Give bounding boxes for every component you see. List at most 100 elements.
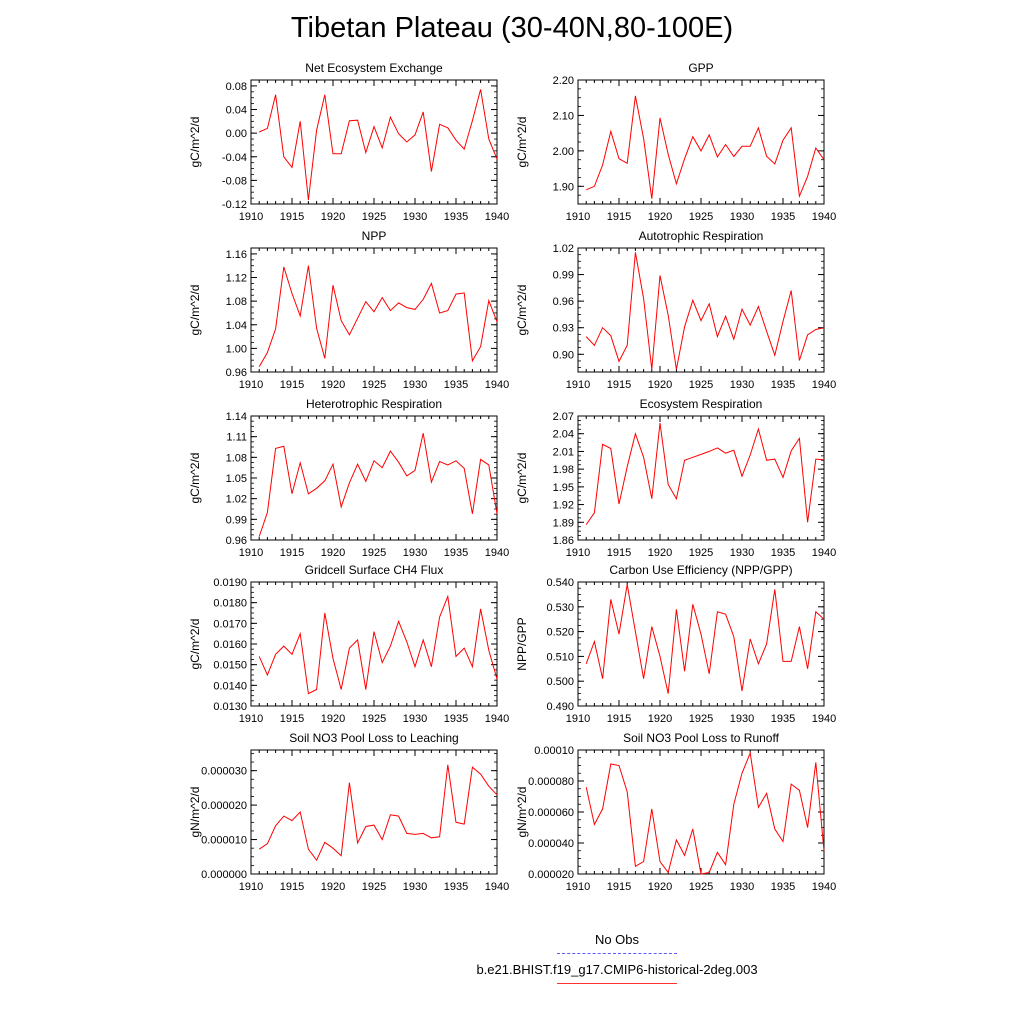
y-tick-label: 2.10 [553, 110, 574, 122]
y-tick-label: 1.14 [226, 411, 247, 423]
x-tick-label: 1930 [730, 379, 754, 391]
y-tick-label: 1.08 [226, 452, 247, 464]
x-tick-label: 1920 [648, 881, 672, 893]
x-tick-label: 1925 [689, 379, 713, 391]
y-tick-label: 0.99 [226, 514, 247, 526]
panel-title: Carbon Use Efficiency (NPP/GPP) [609, 563, 792, 577]
plot-frame [250, 79, 498, 205]
y-axis-label: gN/m^2/d [188, 787, 202, 838]
x-tick-label: 1925 [689, 713, 713, 725]
y-tick-label: 0.500 [546, 676, 574, 688]
y-axis-label: gC/m^2/d [188, 117, 202, 168]
x-tick-label: 1930 [730, 881, 754, 893]
y-tick-label: 0.0150 [213, 660, 247, 672]
y-tick-label: 0.0180 [213, 598, 247, 610]
panel-title: Soil NO3 Pool Loss to Leaching [289, 731, 458, 745]
x-tick-label: 1935 [771, 211, 795, 223]
x-tick-label: 1930 [730, 547, 754, 559]
x-tick-label: 1940 [812, 547, 836, 559]
x-tick-label: 1930 [403, 713, 427, 725]
chart-panel-7: Gridcell Surface CH4 Flux gC/m^2/d 1910 191… [188, 563, 509, 725]
x-tick-label: 1925 [689, 881, 713, 893]
y-tick-label: 0.08 [226, 81, 247, 93]
x-tick-label: 1935 [444, 211, 468, 223]
x-tick-label: 1920 [321, 881, 345, 893]
chart-panel-6: Ecosystem Respiration gC/m^2/d 1910 1915 192… [515, 397, 836, 559]
x-tick-label: 1915 [280, 379, 304, 391]
x-tick-label: 1915 [607, 713, 631, 725]
y-tick-label: 1.02 [226, 494, 247, 506]
y-tick-label: 1.16 [226, 249, 247, 261]
x-tick-label: 1910 [566, 379, 590, 391]
x-tick-label: 1935 [771, 713, 795, 725]
series-line [586, 95, 825, 199]
x-tick-label: 1940 [812, 713, 836, 725]
y-tick-label: 1.11 [226, 432, 247, 444]
x-tick-label: 1910 [239, 713, 263, 725]
x-tick-label: 1910 [566, 713, 590, 725]
x-tick-label: 1910 [239, 881, 263, 893]
legend-obs-line [557, 953, 677, 954]
x-tick-label: 1910 [566, 547, 590, 559]
x-tick-label: 1940 [485, 881, 509, 893]
chart-panel-3: NPP gC/m^2/d 1910 1915 1920 1925 1930 1935 1940 0… [188, 229, 509, 391]
x-tick-label: 1925 [689, 547, 713, 559]
y-axis-label: gC/m^2/d [515, 117, 529, 168]
panel-title: Ecosystem Respiration [640, 397, 763, 411]
x-tick-label: 1920 [321, 379, 345, 391]
x-tick-label: 1930 [403, 211, 427, 223]
plot-frame [250, 247, 498, 373]
series-line [258, 265, 498, 367]
y-tick-label: 0.000020 [201, 800, 247, 812]
x-tick-label: 1915 [280, 211, 304, 223]
x-tick-label: 1915 [607, 211, 631, 223]
y-tick-label: 1.90 [553, 181, 574, 193]
x-tick-label: 1920 [321, 211, 345, 223]
x-tick-label: 1915 [607, 881, 631, 893]
y-tick-label: 0.000060 [528, 807, 574, 819]
plot-frame [577, 247, 825, 373]
plot-frame [250, 749, 498, 875]
x-tick-label: 1925 [362, 547, 386, 559]
y-tick-label: 0.540 [546, 577, 574, 589]
x-tick-label: 1940 [485, 379, 509, 391]
x-tick-label: 1930 [403, 547, 427, 559]
x-tick-label: 1915 [280, 881, 304, 893]
y-tick-label: 0.00 [226, 128, 247, 140]
y-tick-label: -0.04 [222, 152, 247, 164]
y-tick-label: 1.92 [553, 500, 574, 512]
chart-panel-9: Soil NO3 Pool Loss to Leaching gN/m^2/d 19… [188, 731, 509, 893]
y-tick-label: 0.000040 [528, 838, 574, 850]
legend-model-line [557, 983, 677, 984]
y-tick-label: 1.00 [226, 343, 247, 355]
y-axis-label: gC/m^2/d [188, 285, 202, 336]
chart-panel-8: Carbon Use Efficiency (NPP/GPP) NPP/GPP 19… [515, 563, 836, 725]
chart-panel-1: Net Ecosystem Exchange gC/m^2/d 1910 1915 19… [188, 61, 509, 223]
x-tick-label: 1915 [607, 547, 631, 559]
x-tick-label: 1935 [771, 881, 795, 893]
chart-panel-5: Heterotrophic Respiration gC/m^2/d 1910 191… [188, 397, 509, 559]
page-title: Tibetan Plateau (30-40N,80-100E) [290, 12, 734, 44]
y-tick-label: 1.08 [226, 296, 247, 308]
y-tick-label: 0.96 [553, 296, 574, 308]
y-tick-label: 1.12 [226, 273, 247, 285]
y-tick-label: 2.07 [553, 411, 574, 423]
y-tick-label: 0.000080 [528, 776, 574, 788]
x-tick-label: 1910 [566, 881, 590, 893]
y-tick-label: 0.0190 [213, 577, 247, 589]
y-tick-label: 1.02 [553, 243, 574, 255]
x-tick-label: 1940 [485, 547, 509, 559]
x-tick-label: 1910 [239, 379, 263, 391]
plot-frame [577, 581, 825, 707]
x-tick-label: 1930 [730, 211, 754, 223]
series-line [585, 751, 825, 875]
panel-title: Soil NO3 Pool Loss to Runoff [623, 731, 780, 745]
y-tick-label: 0.0130 [213, 701, 247, 713]
y-axis-label: gC/m^2/d [188, 619, 202, 670]
plot-frame [250, 581, 498, 707]
y-tick-label: 1.04 [226, 320, 247, 332]
x-tick-label: 1940 [485, 211, 509, 223]
series-line [258, 764, 498, 862]
series-line [258, 594, 498, 695]
